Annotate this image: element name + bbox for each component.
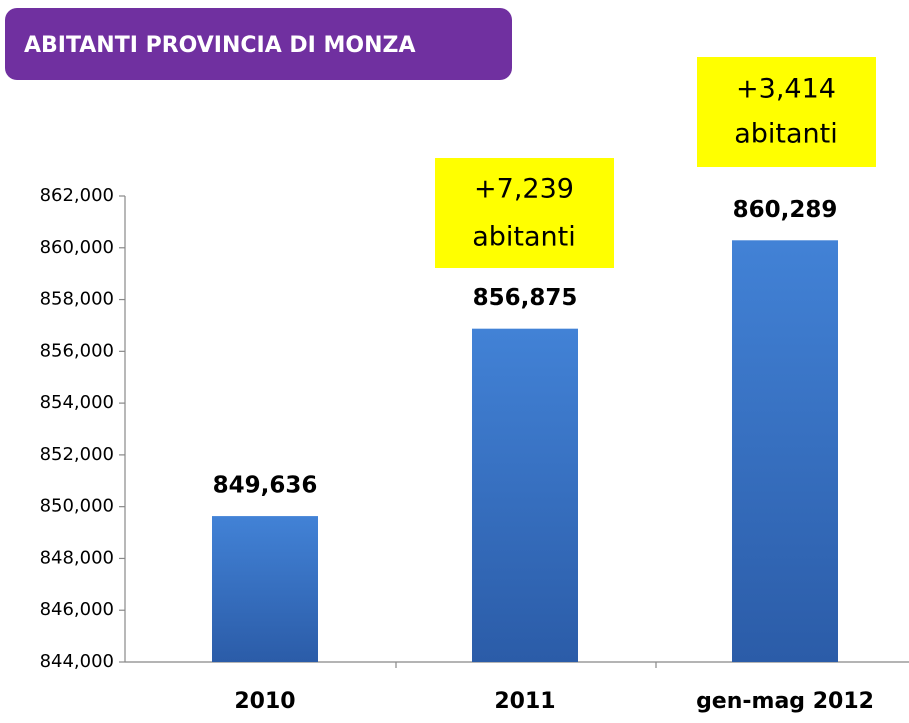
bar xyxy=(732,240,838,662)
title-box xyxy=(5,8,512,80)
chart-title: ABITANTI PROVINCIA DI MONZA xyxy=(24,33,415,58)
y-tick-label: 850,000 xyxy=(40,496,114,517)
x-tick-label: 2011 xyxy=(494,689,555,714)
y-tick-label: 852,000 xyxy=(40,444,114,465)
bar xyxy=(472,328,578,662)
y-tick-label: 844,000 xyxy=(40,651,114,672)
annotation: abitanti xyxy=(734,119,838,150)
annotation-box xyxy=(435,158,614,268)
annotation: abitanti xyxy=(472,222,576,253)
y-tick-label: 856,000 xyxy=(40,340,114,361)
y-tick-label: 848,000 xyxy=(40,547,114,568)
value-label: 856,875 xyxy=(473,285,578,311)
y-tick-label: 860,000 xyxy=(40,237,114,258)
x-tick-label: 2010 xyxy=(234,689,295,714)
annotation: +3,414 xyxy=(736,74,836,105)
annotation-box xyxy=(697,57,876,167)
y-tick-label: 858,000 xyxy=(40,289,114,310)
value-label: 849,636 xyxy=(213,473,318,499)
y-tick-label: 846,000 xyxy=(40,599,114,620)
x-tick-label: gen-mag 2012 xyxy=(696,689,874,714)
y-tick-label: 854,000 xyxy=(40,392,114,413)
bar xyxy=(212,516,318,662)
value-label: 860,289 xyxy=(733,197,838,223)
y-tick-label: 862,000 xyxy=(40,185,114,206)
annotation: +7,239 xyxy=(474,174,574,205)
